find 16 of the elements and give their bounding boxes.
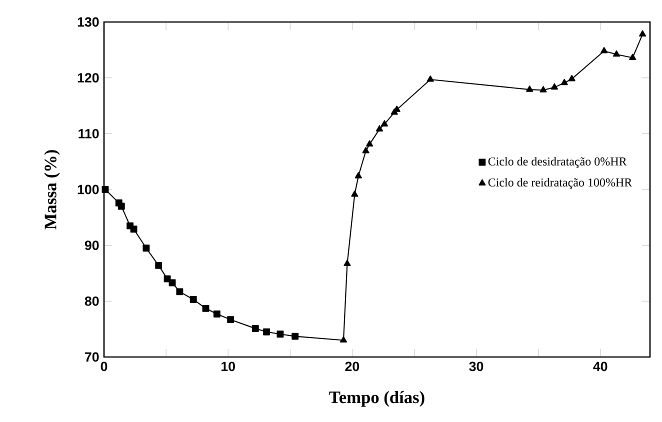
y-tick-label: 70	[85, 352, 99, 362]
y-tick-label: 90	[84, 240, 99, 250]
x-tick-label: 20	[345, 362, 360, 372]
y-tick-label: 110	[78, 128, 99, 138]
x-tick-label: 0	[100, 362, 108, 372]
y-tick-label: 130	[78, 17, 99, 27]
x-tick-label: 30	[469, 362, 484, 372]
x-tick-label: 10	[222, 362, 235, 372]
x-axis-title: Tempo (días)	[329, 390, 424, 407]
legend-label: Ciclo de reidratação 100%HR	[488, 178, 632, 189]
y-axis-title: Massa (%)	[44, 150, 60, 230]
y-tick-label: 120	[78, 73, 99, 83]
y-tick-label: 100	[78, 184, 99, 194]
y-tick-label: 80	[84, 296, 99, 306]
x-tick-label: 40	[593, 362, 608, 372]
legend-label: Ciclo de desidratação 0%HR	[488, 157, 627, 168]
